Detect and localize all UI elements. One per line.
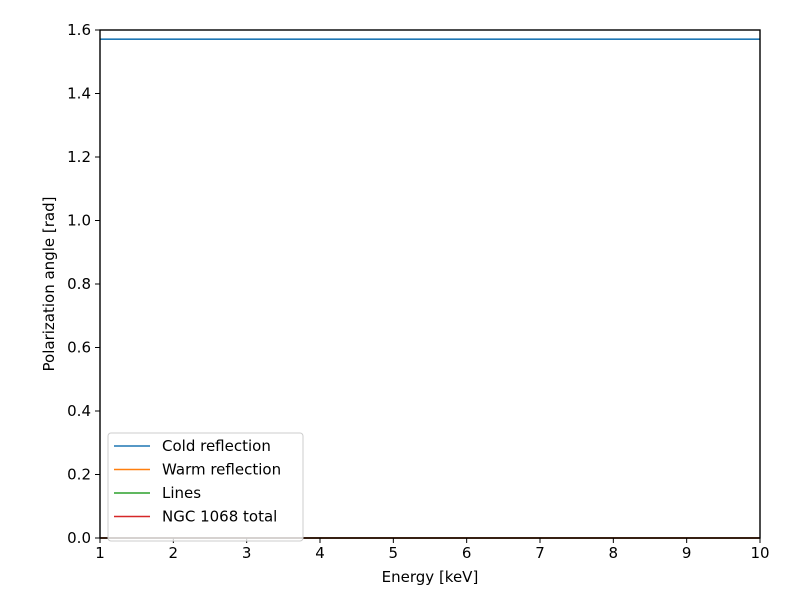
legend-label-2: Warm reflection bbox=[162, 461, 281, 479]
y-tick-label: 0.4 bbox=[67, 402, 91, 420]
legend: Cold reflection Warm reflection Lines NGC 1… bbox=[107, 432, 304, 542]
x-tick-label: 3 bbox=[242, 544, 252, 562]
y-tick-label: 1.2 bbox=[67, 148, 91, 166]
y-tick-label: 0.8 bbox=[67, 275, 91, 293]
y-tick-label: 0.2 bbox=[67, 466, 91, 484]
x-tick-label: 10 bbox=[750, 544, 769, 562]
y-axis-ticks: 0.0 0.2 0.4 0.6 0.8 1.0 1.2 1.4 1.6 bbox=[67, 21, 100, 547]
y-tick-label: 1.6 bbox=[67, 21, 91, 39]
legend-frame bbox=[107, 432, 304, 542]
legend-label-4: NGC 1068 total bbox=[162, 508, 277, 526]
y-axis-title: Polarization angle [rad] bbox=[40, 197, 58, 372]
y-tick-label: 1.0 bbox=[67, 212, 91, 230]
legend-label-3: Lines bbox=[162, 484, 201, 502]
y-tick-label: 1.4 bbox=[67, 85, 91, 103]
y-tick-label: 0.0 bbox=[67, 529, 91, 547]
x-tick-label: 8 bbox=[609, 544, 619, 562]
x-axis-title: Energy [keV] bbox=[382, 568, 479, 586]
x-tick-label: 1 bbox=[95, 544, 105, 562]
x-tick-label: 7 bbox=[535, 544, 545, 562]
x-tick-label: 9 bbox=[682, 544, 692, 562]
x-tick-label: 4 bbox=[315, 544, 325, 562]
x-tick-label: 6 bbox=[462, 544, 472, 562]
legend-label-1: Cold reflection bbox=[162, 437, 271, 455]
y-tick-label: 0.6 bbox=[67, 339, 91, 357]
x-axis-ticks: 1 2 3 4 5 6 7 8 9 10 bbox=[95, 538, 770, 562]
x-tick-label: 5 bbox=[389, 544, 399, 562]
x-tick-label: 2 bbox=[169, 544, 179, 562]
